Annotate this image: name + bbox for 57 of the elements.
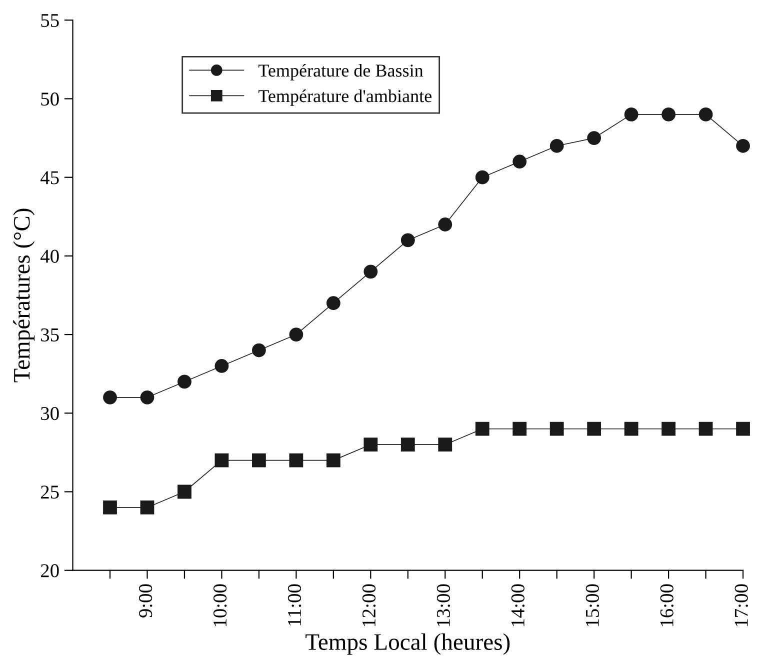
point (289, 328, 304, 342)
x-tick-label: 16:00 (660, 584, 674, 626)
point (698, 108, 713, 122)
point (400, 438, 415, 452)
y-tick-label: 55 (41, 14, 59, 28)
y-tick-label: 40 (40, 250, 59, 263)
point (364, 438, 378, 452)
point (438, 218, 452, 232)
x-tick-label: 9:00 (138, 584, 152, 618)
y-tick-label: 45 (40, 171, 59, 184)
point (289, 453, 304, 468)
point (326, 453, 340, 468)
point (438, 438, 452, 452)
x-tick-label: 15:00 (586, 584, 600, 626)
point (140, 390, 154, 404)
point (512, 422, 527, 436)
point (178, 484, 192, 499)
y-tick-label: 25 (40, 486, 59, 499)
point (736, 422, 750, 436)
y-tick-label: 35 (41, 328, 59, 342)
x-tick-label: 13:00 (436, 584, 450, 626)
legend-label: Température d'ambiante (258, 89, 432, 106)
point (512, 154, 527, 169)
y-tick-label: 30 (41, 406, 59, 420)
point (624, 108, 638, 122)
legend-label: Température de Bassin (258, 64, 424, 80)
point (587, 422, 602, 436)
point (550, 138, 564, 153)
x-tick-label: 12:00 (362, 584, 376, 626)
x-tick-label: 17:00 (734, 584, 748, 626)
point (550, 422, 564, 436)
point (400, 233, 415, 248)
x-tick-label: 11:00 (288, 584, 302, 626)
point (475, 170, 490, 184)
x-axis-title: Temps Local (heures) (306, 633, 510, 655)
point (252, 453, 266, 468)
point (103, 390, 117, 404)
point (662, 422, 676, 436)
point (252, 343, 266, 358)
point (475, 422, 490, 436)
point (624, 422, 638, 436)
y-tick-label: 50 (41, 92, 59, 106)
point (698, 422, 713, 436)
y-tick-label: 20 (40, 564, 59, 578)
point (214, 453, 229, 468)
point (214, 359, 229, 373)
point (178, 374, 192, 389)
point (326, 296, 340, 310)
x-tick-label: 10:00 (213, 584, 227, 626)
point (103, 500, 117, 514)
point (736, 138, 750, 153)
point (662, 108, 676, 122)
point (140, 500, 154, 514)
point (364, 264, 378, 279)
x-tick-label: 14:00 (511, 584, 525, 626)
point (587, 131, 602, 145)
y-axis-title: Températures (°C) (13, 208, 35, 382)
